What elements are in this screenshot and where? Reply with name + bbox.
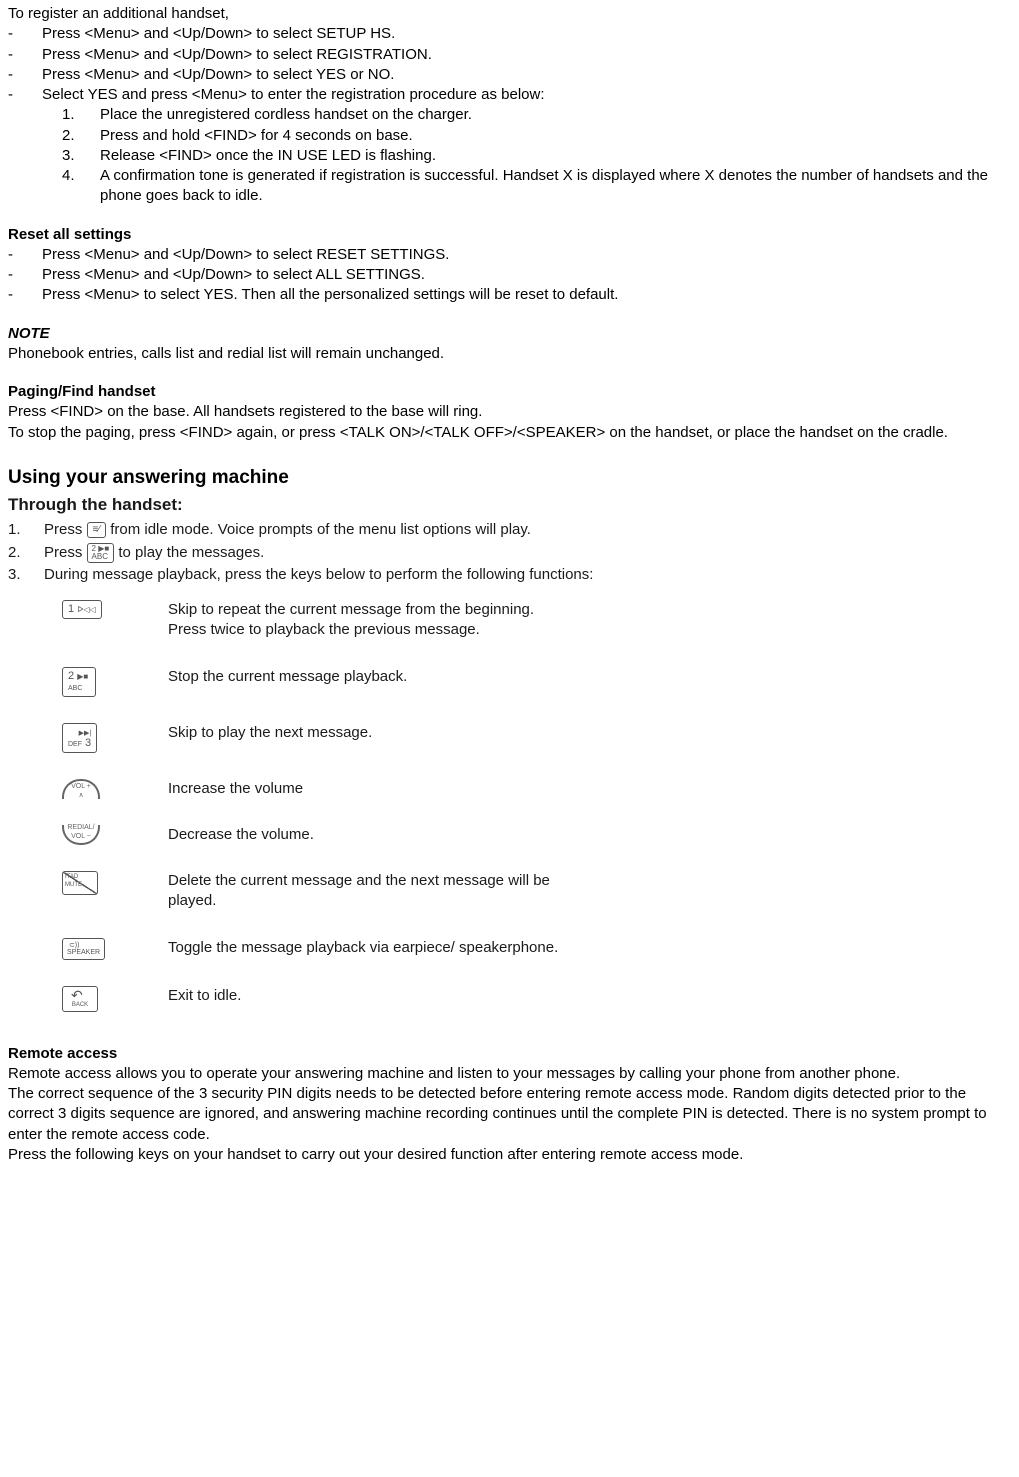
- bullet-text: Press <Menu> and <Up/Down> to select SET…: [42, 24, 395, 44]
- step-text: Release <FIND> once the IN USE LED is fl…: [100, 146, 436, 166]
- key-desc: Stop the current message playback.: [168, 667, 568, 687]
- key-desc: Skip to repeat the current message from …: [168, 600, 568, 641]
- bullet-text: Press <Menu> and <Up/Down> to select RES…: [42, 245, 449, 265]
- key3-icon: ▶▶| DEF 3: [62, 723, 97, 753]
- bullet-text: Press <Menu> and <Up/Down> to select ALL…: [42, 265, 425, 285]
- paging-heading: Paging/Find handset: [8, 382, 1011, 402]
- handset-instructions-image: Through the handset: 1. Press ≡∕ from id…: [8, 490, 701, 1025]
- bullet-text: Press <Menu> and <Up/Down> to select REG…: [42, 45, 432, 65]
- paging-line1: Press <FIND> on the base. All handsets r…: [8, 402, 1011, 422]
- bullet-text: Press <Menu> and <Up/Down> to select YES…: [42, 65, 394, 85]
- key2-icon: 2 ▶■ ABC: [62, 667, 96, 697]
- key-desc: Toggle the message playback via earpiece…: [168, 938, 568, 958]
- bullet-text: Press <Menu> to select YES. Then all the…: [42, 285, 618, 305]
- register-bullets: -Press <Menu> and <Up/Down> to select SE…: [8, 24, 1011, 105]
- menu-icon: ≡∕: [87, 522, 107, 538]
- img-step: Press ≡∕ from idle mode. Voice prompts o…: [44, 520, 531, 540]
- through-handset-heading: Through the handset:: [8, 494, 701, 517]
- step-text: Press and hold <FIND> for 4 seconds on b…: [100, 126, 413, 146]
- note-heading: NOTE: [8, 324, 1011, 344]
- key2-icon: 2 ▶■ ABC: [87, 543, 115, 563]
- step-text: A confirmation tone is generated if regi…: [100, 166, 1011, 207]
- reset-heading: Reset all settings: [8, 225, 1011, 245]
- key-desc: Decrease the volume.: [168, 825, 568, 845]
- delete-icon: ITADMUTE: [62, 871, 98, 895]
- key-desc: Exit to idle.: [168, 986, 568, 1006]
- remote-p1: Remote access allows you to operate your…: [8, 1064, 1011, 1084]
- back-icon: BACK: [62, 986, 98, 1012]
- register-steps: 1.Place the unregistered cordless handse…: [8, 105, 1011, 206]
- remote-heading: Remote access: [8, 1044, 1011, 1064]
- remote-p3: Press the following keys on your handset…: [8, 1145, 1011, 1165]
- paging-line2: To stop the paging, press <FIND> again, …: [8, 423, 1011, 443]
- bullet-text: Select YES and press <Menu> to enter the…: [42, 85, 545, 105]
- note-body: Phonebook entries, calls list and redial…: [8, 344, 1011, 364]
- step-text: Place the unregistered cordless handset …: [100, 105, 472, 125]
- vol-down-icon: REDIAL/VOL −: [62, 825, 100, 845]
- speaker-icon: ⊂)) SPEAKER: [62, 938, 105, 960]
- img-step: Press 2 ▶■ ABC to play the messages.: [44, 543, 264, 563]
- img-step: During message playback, press the keys …: [44, 565, 593, 585]
- register-intro: To register an additional handset,: [8, 4, 1011, 24]
- reset-bullets: -Press <Menu> and <Up/Down> to select RE…: [8, 245, 1011, 306]
- key-function-table: 1 ᐅ◁◁ Skip to repeat the current message…: [62, 600, 701, 1012]
- vol-up-icon: VOL +∧: [62, 779, 100, 799]
- remote-p2: The correct sequence of the 3 security P…: [8, 1084, 1011, 1145]
- key1-icon: 1 ᐅ◁◁: [62, 600, 102, 619]
- key-desc: Delete the current message and the next …: [168, 871, 568, 912]
- key-desc: Skip to play the next message.: [168, 723, 568, 743]
- answering-heading: Using your answering machine: [8, 465, 1011, 491]
- key-desc: Increase the volume: [168, 779, 568, 799]
